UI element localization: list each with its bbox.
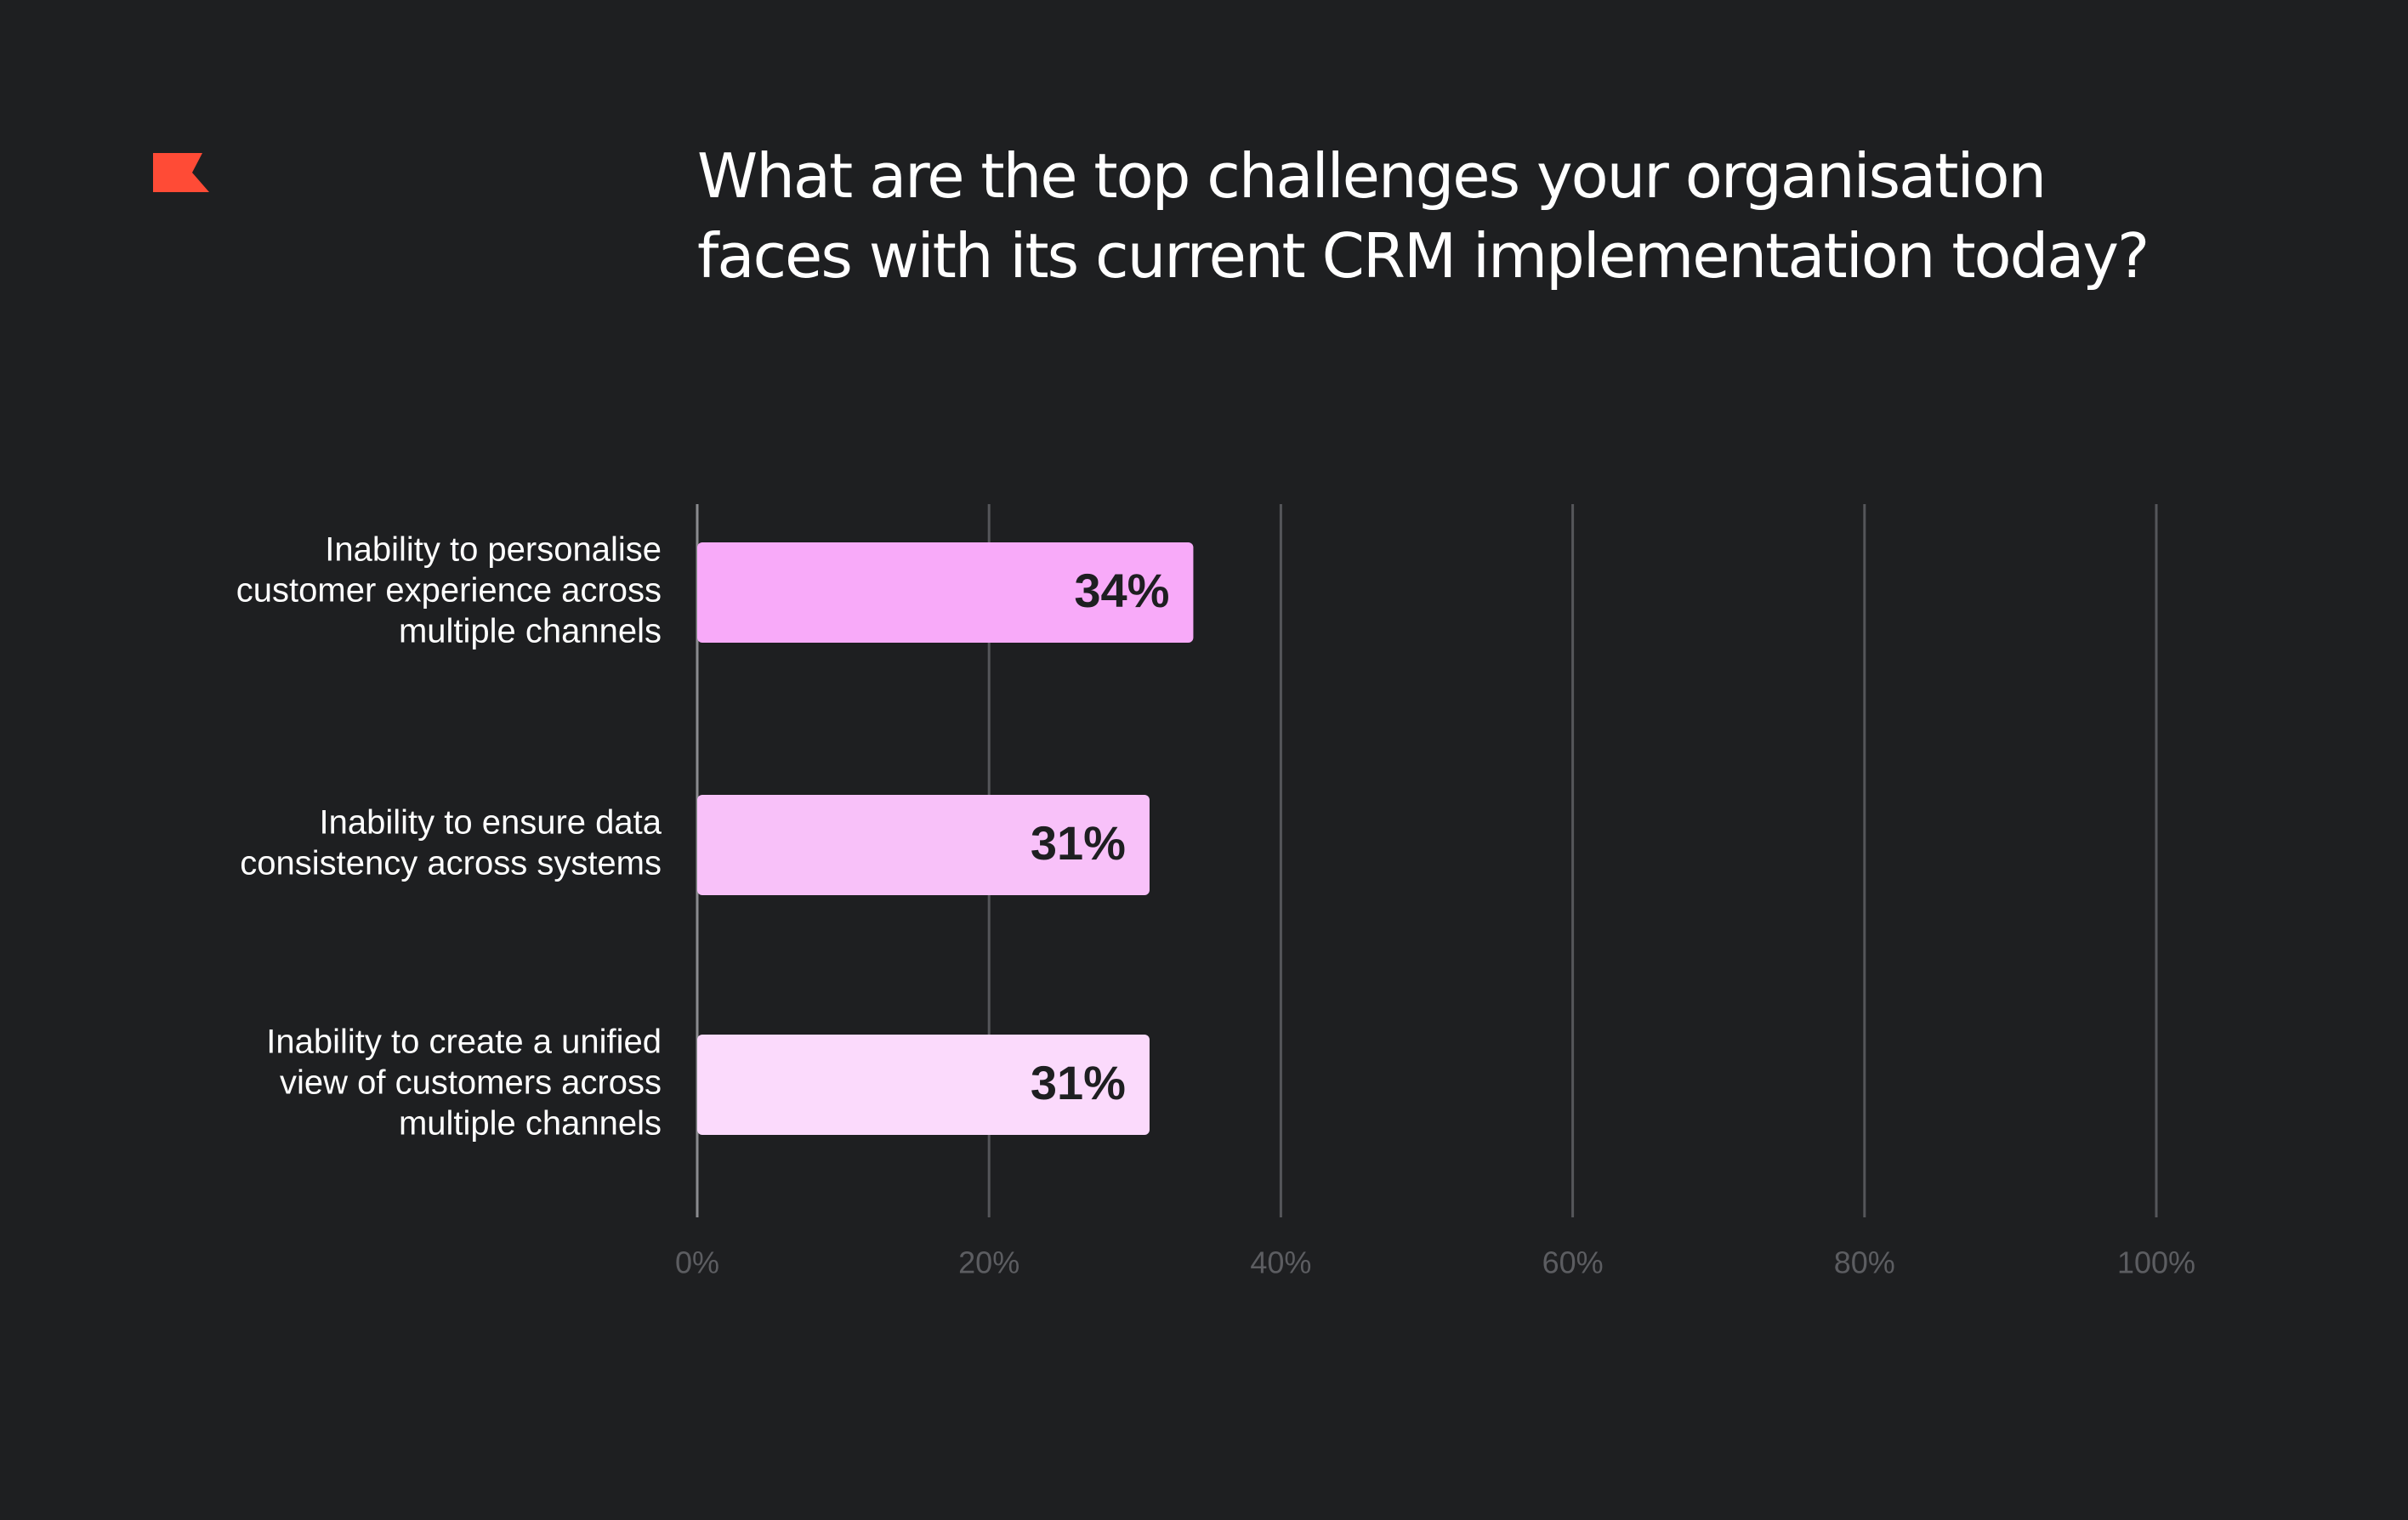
x-tick-label: 20% — [958, 1245, 1019, 1280]
category-label: view of customers across — [280, 1064, 662, 1102]
category-label: Inability to ensure data — [320, 804, 662, 842]
bar — [697, 1035, 1150, 1135]
x-tick-label: 0% — [675, 1245, 719, 1280]
x-tick-label: 60% — [1542, 1245, 1604, 1280]
bar — [697, 795, 1150, 895]
x-tick-label: 100% — [2117, 1245, 2195, 1280]
bar-value-label: 34% — [1074, 564, 1169, 617]
chart-title-line-2: faces with its current CRM implementatio… — [697, 220, 2150, 292]
category-label: consistency across systems — [240, 845, 662, 882]
bar-value-label: 31% — [1031, 816, 1126, 870]
brand-flag-icon — [153, 153, 209, 192]
bar — [697, 542, 1194, 643]
chart-title-line-1: What are the top challenges your organis… — [697, 140, 2047, 212]
category-label: multiple channels — [399, 613, 662, 650]
bar-value-label: 31% — [1031, 1056, 1126, 1109]
category-label: Inability to create a unified — [266, 1024, 662, 1061]
category-label: Inability to personalise — [325, 531, 662, 569]
category-label: customer experience across — [236, 572, 662, 610]
x-tick-label: 40% — [1250, 1245, 1311, 1280]
chart-title: What are the top challenges your organis… — [697, 136, 2313, 296]
category-label: multiple channels — [399, 1105, 662, 1143]
x-tick-label: 80% — [1834, 1245, 1895, 1280]
flag-shape — [153, 153, 209, 192]
